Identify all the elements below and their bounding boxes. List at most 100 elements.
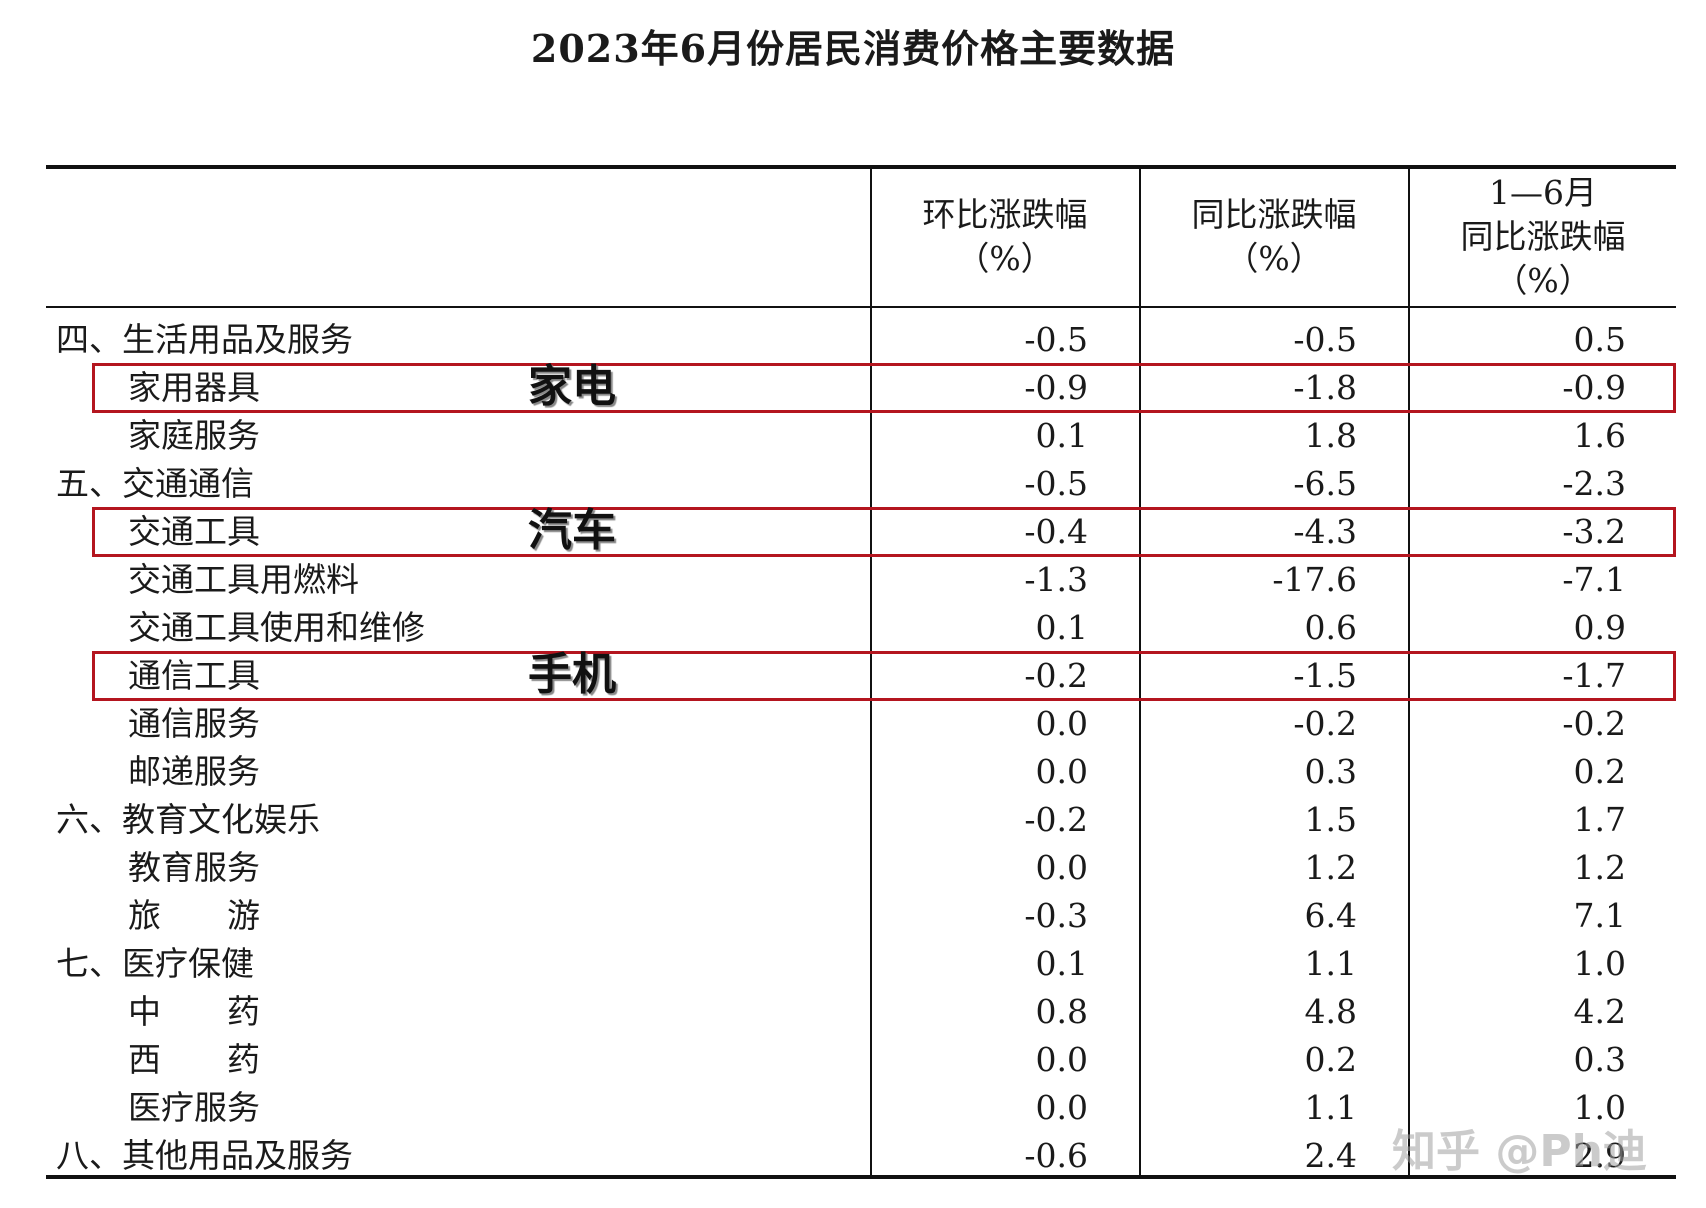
row-value: 0.2 <box>1304 1040 1357 1079</box>
row-value: -0.2 <box>1024 656 1088 695</box>
row-value: 0.0 <box>1035 1040 1088 1079</box>
row-value: 7.1 <box>1573 896 1626 935</box>
row-value: -0.2 <box>1293 704 1357 743</box>
table-row: 七、医疗保健 0.1 1.1 1.0 <box>46 940 1676 988</box>
row-value: 1.0 <box>1573 1088 1626 1127</box>
table-row: 家用器具 -0.9 -1.8 -0.9 <box>46 364 1676 412</box>
row-value: 0.5 <box>1573 320 1626 359</box>
row-value: 0.8 <box>1035 992 1088 1031</box>
table-row: 通信服务 0.0 -0.2 -0.2 <box>46 700 1676 748</box>
row-value: 0.1 <box>1035 608 1088 647</box>
row-value: -0.4 <box>1024 512 1088 551</box>
row-label: 医疗服务 <box>128 1088 260 1127</box>
column-header-line: 1—6月 <box>1489 173 1597 212</box>
column-header-line: （%） <box>956 239 1054 278</box>
row-value: 1.6 <box>1573 416 1626 455</box>
row-value: -0.3 <box>1024 896 1088 935</box>
column-header-line: （%） <box>1494 261 1592 300</box>
row-value: 0.0 <box>1035 848 1088 887</box>
row-label: 通信工具 <box>128 656 260 695</box>
row-value: 1.2 <box>1573 848 1626 887</box>
table-row: 五、交通通信 -0.5 -6.5 -2.3 <box>46 460 1676 508</box>
row-value: -2.3 <box>1562 464 1626 503</box>
row-label: 交通工具 <box>128 512 260 551</box>
table-row: 交通工具 -0.4 -4.3 -3.2 <box>46 508 1676 556</box>
table-row: 家庭服务 0.1 1.8 1.6 <box>46 412 1676 460</box>
row-value: -0.2 <box>1024 800 1088 839</box>
row-value: -7.1 <box>1562 560 1626 599</box>
row-value: 0.0 <box>1035 704 1088 743</box>
highlight-box <box>92 507 1676 557</box>
row-value: 0.0 <box>1035 1088 1088 1127</box>
row-label: 七、医疗保健 <box>56 944 254 983</box>
row-value: 2.4 <box>1304 1136 1357 1175</box>
highlight-box <box>92 651 1676 701</box>
row-label: 邮递服务 <box>128 752 260 791</box>
row-label: 通信服务 <box>128 704 260 743</box>
table-row: 中 药 0.8 4.8 4.2 <box>46 988 1676 1036</box>
row-value: -0.2 <box>1562 704 1626 743</box>
table-top-rule <box>46 165 1676 169</box>
row-value: 4.2 <box>1573 992 1626 1031</box>
table-row: 西 药 0.0 0.2 0.3 <box>46 1036 1676 1084</box>
table-row: 四、生活用品及服务 -0.5 -0.5 0.5 <box>46 316 1676 364</box>
row-value: -6.5 <box>1293 464 1357 503</box>
row-label: 家用器具 <box>128 368 260 407</box>
row-label: 旅 游 <box>128 896 260 935</box>
table-row: 通信工具 -0.2 -1.5 -1.7 <box>46 652 1676 700</box>
table-row: 八、其他用品及服务 -0.6 2.4 2.9 <box>46 1132 1676 1180</box>
row-value: 0.3 <box>1304 752 1357 791</box>
row-value: -0.5 <box>1293 320 1357 359</box>
table-row: 旅 游 -0.3 6.4 7.1 <box>46 892 1676 940</box>
row-value: 6.4 <box>1304 896 1357 935</box>
row-value: 0.6 <box>1304 608 1357 647</box>
highlight-tag: 手机 <box>528 649 616 700</box>
column-header-line: 同比涨跌幅 <box>1460 217 1626 256</box>
row-label: 交通工具用燃料 <box>128 560 359 599</box>
row-value: 0.2 <box>1573 752 1626 791</box>
row-label: 五、交通通信 <box>56 464 254 503</box>
row-label: 教育服务 <box>128 848 260 887</box>
row-value: 1.1 <box>1304 1088 1357 1127</box>
row-label: 六、教育文化娱乐 <box>56 800 320 839</box>
row-value: 1.1 <box>1304 944 1357 983</box>
row-value: 2.9 <box>1573 1136 1626 1175</box>
row-value: 1.2 <box>1304 848 1357 887</box>
row-value: -1.8 <box>1293 368 1357 407</box>
highlight-box <box>92 363 1676 413</box>
row-value: 0.9 <box>1573 608 1626 647</box>
row-value: 0.3 <box>1573 1040 1626 1079</box>
table-row: 医疗服务 0.0 1.1 1.0 <box>46 1084 1676 1132</box>
table-row: 交通工具用燃料 -1.3 -17.6 -7.1 <box>46 556 1676 604</box>
table-bottom-rule <box>46 1175 1676 1179</box>
row-value: 1.8 <box>1304 416 1357 455</box>
table-header-rule <box>46 306 1676 308</box>
table-row: 六、教育文化娱乐 -0.2 1.5 1.7 <box>46 796 1676 844</box>
row-value: -0.5 <box>1024 464 1088 503</box>
row-label: 交通工具使用和维修 <box>128 608 425 647</box>
column-divider <box>1139 167 1141 1177</box>
row-value: -0.9 <box>1024 368 1088 407</box>
highlight-tag: 家电 <box>528 361 616 412</box>
row-label: 西 药 <box>128 1040 260 1079</box>
table-row: 交通工具使用和维修 0.1 0.6 0.9 <box>46 604 1676 652</box>
page-title: 2023年6月份居民消费价格主要数据 <box>530 26 1176 71</box>
row-label: 家庭服务 <box>128 416 260 455</box>
row-label: 八、其他用品及服务 <box>56 1136 353 1175</box>
column-header-line: 同比涨跌幅 <box>1191 195 1357 234</box>
row-value: 1.7 <box>1573 800 1626 839</box>
row-value: -1.5 <box>1293 656 1357 695</box>
row-value: 0.1 <box>1035 944 1088 983</box>
column-header: 1—6月同比涨跌幅 （%） <box>1408 170 1678 304</box>
column-header: 同比涨跌幅 （%） <box>1139 170 1409 304</box>
row-value: 0.1 <box>1035 416 1088 455</box>
column-header-line: （%） <box>1225 239 1323 278</box>
column-divider <box>1408 167 1410 1177</box>
row-value: -3.2 <box>1562 512 1626 551</box>
row-value: -0.9 <box>1562 368 1626 407</box>
table-row: 教育服务 0.0 1.2 1.2 <box>46 844 1676 892</box>
row-value: -17.6 <box>1272 560 1357 599</box>
column-header: 环比涨跌幅 （%） <box>870 170 1140 304</box>
row-value: -4.3 <box>1293 512 1357 551</box>
row-value: 4.8 <box>1304 992 1357 1031</box>
